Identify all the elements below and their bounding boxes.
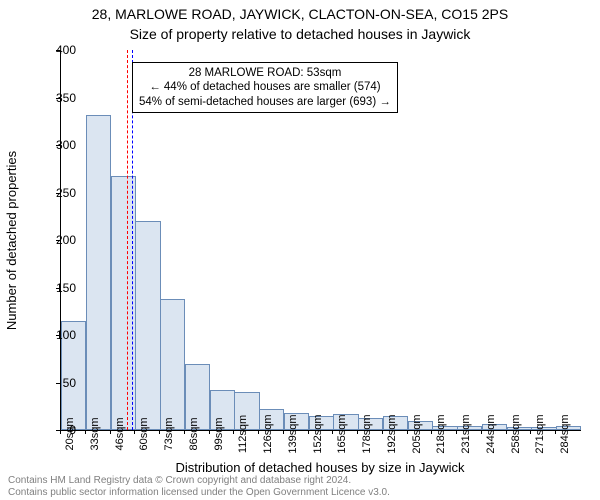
x-tick-label: 139sqm (287, 414, 299, 453)
y-tick-mark (56, 98, 60, 99)
footer-line2: Contains public sector information licen… (8, 487, 390, 499)
x-tick-mark (85, 430, 86, 434)
x-tick-mark (382, 430, 383, 434)
x-tick-label: 231sqm (460, 414, 472, 453)
x-tick-label: 73sqm (163, 417, 175, 450)
x-tick-mark (456, 430, 457, 434)
x-tick-label: 33sqm (89, 417, 101, 450)
histogram-bar (135, 221, 160, 430)
x-tick-label: 192sqm (386, 414, 398, 453)
footer-attribution: Contains HM Land Registry data © Crown c… (8, 475, 390, 498)
x-tick-mark (357, 430, 358, 434)
annotation-box: 28 MARLOWE ROAD: 53sqm← 44% of detached … (132, 62, 398, 113)
histogram-bar (160, 299, 185, 430)
y-axis-label: Number of detached properties (2, 50, 22, 430)
page-title-line1: 28, MARLOWE ROAD, JAYWICK, CLACTON-ON-SE… (0, 6, 600, 22)
x-tick-mark (209, 430, 210, 434)
annotation-line: 54% of semi-detached houses are larger (… (139, 95, 391, 109)
x-tick-mark (481, 430, 482, 434)
x-tick-label: 284sqm (559, 414, 571, 453)
x-tick-label: 271sqm (534, 414, 546, 453)
x-tick-label: 112sqm (237, 415, 249, 453)
x-tick-mark (332, 430, 333, 434)
x-tick-mark (283, 430, 284, 434)
x-tick-label: 258sqm (510, 414, 522, 453)
annotation-line: 28 MARLOWE ROAD: 53sqm (139, 66, 391, 80)
y-tick-mark (56, 50, 60, 51)
y-tick-mark (56, 288, 60, 289)
x-tick-label: 218sqm (435, 414, 447, 453)
x-tick-label: 60sqm (138, 417, 150, 450)
x-axis-label: Distribution of detached houses by size … (60, 460, 580, 475)
x-tick-mark (258, 430, 259, 434)
x-tick-mark (530, 430, 531, 434)
y-tick-mark (56, 335, 60, 336)
x-tick-label: 205sqm (411, 414, 423, 453)
x-tick-label: 244sqm (485, 414, 497, 453)
x-tick-label: 152sqm (312, 414, 324, 453)
x-tick-mark (407, 430, 408, 434)
annotation-line: ← 44% of detached houses are smaller (57… (139, 80, 391, 94)
x-tick-mark (308, 430, 309, 434)
page-title-line2: Size of property relative to detached ho… (0, 26, 600, 42)
x-tick-mark (233, 430, 234, 434)
x-tick-label: 178sqm (361, 414, 373, 453)
x-tick-mark (431, 430, 432, 434)
x-tick-label: 99sqm (213, 417, 225, 450)
x-tick-label: 126sqm (262, 414, 274, 453)
x-tick-mark (134, 430, 135, 434)
y-tick-mark (56, 383, 60, 384)
histogram-bar (86, 115, 111, 430)
x-tick-mark (110, 430, 111, 434)
y-tick-mark (56, 145, 60, 146)
footer-line1: Contains HM Land Registry data © Crown c… (8, 475, 390, 487)
y-tick-mark (56, 240, 60, 241)
x-tick-mark (555, 430, 556, 434)
x-tick-mark (506, 430, 507, 434)
y-tick-mark (56, 193, 60, 194)
x-tick-mark (159, 430, 160, 434)
y-tick-mark (56, 430, 60, 431)
x-tick-label: 46sqm (114, 417, 126, 450)
plot-area: 20sqm33sqm46sqm60sqm73sqm86sqm99sqm112sq… (60, 50, 580, 430)
x-tick-mark (184, 430, 185, 434)
chart-container: 28, MARLOWE ROAD, JAYWICK, CLACTON-ON-SE… (0, 0, 600, 500)
reference-line (127, 50, 128, 430)
x-tick-label: 86sqm (188, 417, 200, 450)
x-tick-label: 165sqm (336, 414, 348, 453)
